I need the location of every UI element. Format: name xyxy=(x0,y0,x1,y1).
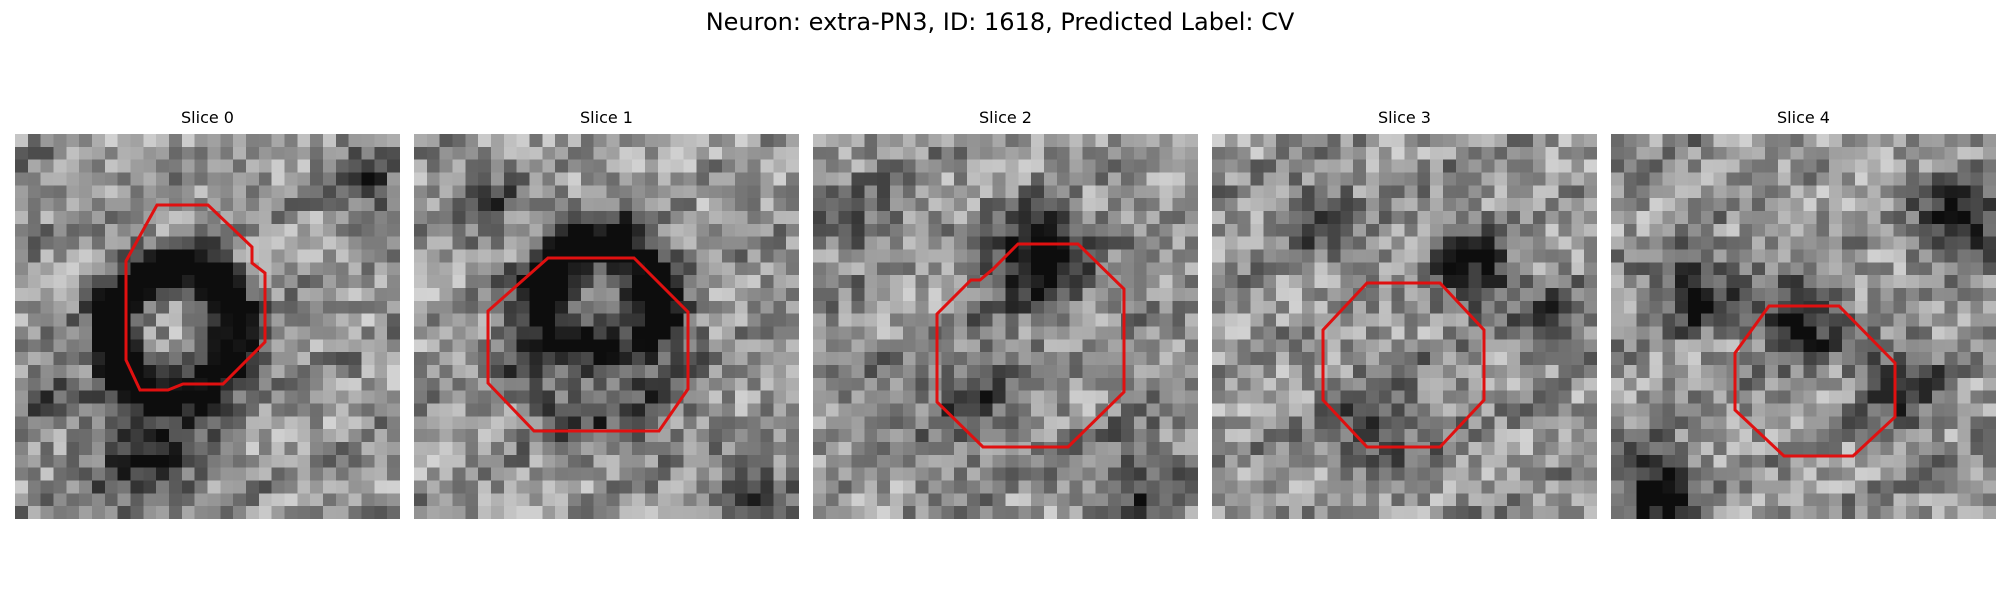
slice-panel-0: Slice 0 xyxy=(15,108,400,519)
slice-title-3: Slice 3 xyxy=(1378,108,1431,127)
slice-panel-3: Slice 3 xyxy=(1212,108,1597,519)
contour-overlay-0 xyxy=(124,203,267,392)
em-image-slice-0 xyxy=(15,134,400,519)
segmentation-contour-3 xyxy=(1321,281,1486,449)
segmentation-contour-4 xyxy=(1733,304,1897,458)
slice-title-0: Slice 0 xyxy=(181,108,234,127)
slice-panel-4: Slice 4 xyxy=(1611,108,1996,519)
contour-overlay-4 xyxy=(1733,304,1897,458)
slice-title-1: Slice 1 xyxy=(580,108,633,127)
segmentation-contour-2 xyxy=(935,242,1126,449)
contour-overlay-2 xyxy=(935,242,1126,449)
em-image-slice-2 xyxy=(813,134,1198,519)
segmentation-contour-1 xyxy=(486,256,690,433)
contour-overlay-1 xyxy=(486,256,690,433)
figure-title: Neuron: extra-PN3, ID: 1618, Predicted L… xyxy=(705,8,1295,36)
slice-panel-1: Slice 1 xyxy=(414,108,799,519)
slice-title-4: Slice 4 xyxy=(1777,108,1830,127)
slice-title-2: Slice 2 xyxy=(979,108,1032,127)
em-image-slice-1 xyxy=(414,134,799,519)
em-image-slice-3 xyxy=(1212,134,1597,519)
slice-panel-2: Slice 2 xyxy=(813,108,1198,519)
segmentation-contour-0 xyxy=(124,203,267,392)
contour-overlay-3 xyxy=(1321,281,1486,449)
